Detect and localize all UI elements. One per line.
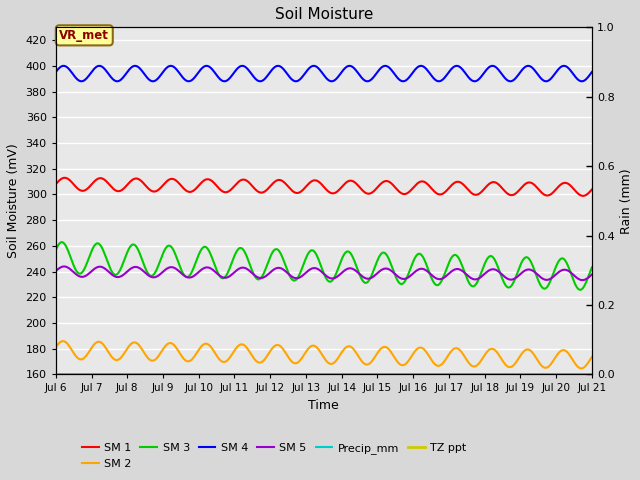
TZ ppt [470,372,477,377]
SM 2 [577,366,585,372]
Line: SM 5: SM 5 [56,266,592,280]
SM 4 [149,78,157,84]
SM 3 [108,267,115,273]
Precip_mm [288,372,296,377]
SM 3 [480,263,488,268]
SM 1 [470,192,478,197]
TZ ppt [52,372,60,377]
TZ ppt [288,372,296,377]
TZ ppt [107,372,115,377]
Precip_mm [588,372,596,377]
SM 1 [420,179,428,185]
SM 3 [588,264,596,270]
SM 1 [588,187,596,192]
SM 1 [289,188,296,194]
SM 4 [203,63,211,69]
Y-axis label: Soil Moisture (mV): Soil Moisture (mV) [7,144,20,258]
SM 4 [481,69,488,75]
SM 5 [470,276,478,282]
SM 5 [52,268,60,274]
X-axis label: Time: Time [308,399,339,412]
SM 1 [61,175,68,180]
TZ ppt [269,372,276,377]
SM 4 [471,78,479,84]
SM 5 [61,264,68,269]
SM 4 [588,69,596,75]
SM 2 [289,359,296,365]
SM 5 [420,266,428,272]
SM 3 [58,240,65,245]
SM 1 [480,186,488,192]
SM 1 [52,181,60,187]
SM 4 [289,77,297,83]
SM 4 [107,73,115,79]
SM 3 [420,257,428,263]
SM 2 [420,347,428,353]
SM 5 [269,267,277,273]
Line: SM 4: SM 4 [56,66,592,81]
SM 1 [269,180,277,186]
SM 4 [52,69,60,75]
SM 5 [108,271,115,277]
Precip_mm [269,372,276,377]
SM 2 [480,353,488,359]
SM 1 [108,184,115,190]
SM 2 [108,353,115,359]
SM 5 [579,277,586,283]
SM 2 [52,345,60,350]
Line: SM 1: SM 1 [56,178,592,196]
SM 1 [579,193,587,199]
SM 3 [289,277,296,283]
Precip_mm [420,372,428,377]
TZ ppt [479,372,487,377]
SM 2 [470,364,478,370]
SM 5 [588,272,596,277]
Precip_mm [52,372,60,377]
Y-axis label: Rain (mm): Rain (mm) [620,168,633,234]
Title: Soil Moisture: Soil Moisture [275,7,373,22]
Line: SM 2: SM 2 [56,341,592,369]
SM 2 [269,345,277,350]
Text: VR_met: VR_met [60,29,109,42]
SM 4 [421,65,429,71]
SM 4 [270,65,278,71]
TZ ppt [588,372,596,377]
SM 2 [588,354,596,360]
Line: SM 3: SM 3 [56,242,592,290]
Precip_mm [470,372,477,377]
SM 5 [480,272,488,277]
SM 2 [59,338,67,344]
SM 3 [52,247,60,253]
SM 5 [289,274,296,280]
Precip_mm [479,372,487,377]
SM 3 [470,283,478,289]
TZ ppt [420,372,428,377]
SM 3 [269,249,277,254]
Precip_mm [107,372,115,377]
Legend: SM 1, SM 2, SM 3, SM 4, SM 5, Precip_mm, TZ ppt: SM 1, SM 2, SM 3, SM 4, SM 5, Precip_mm,… [77,439,471,473]
SM 3 [576,287,584,293]
